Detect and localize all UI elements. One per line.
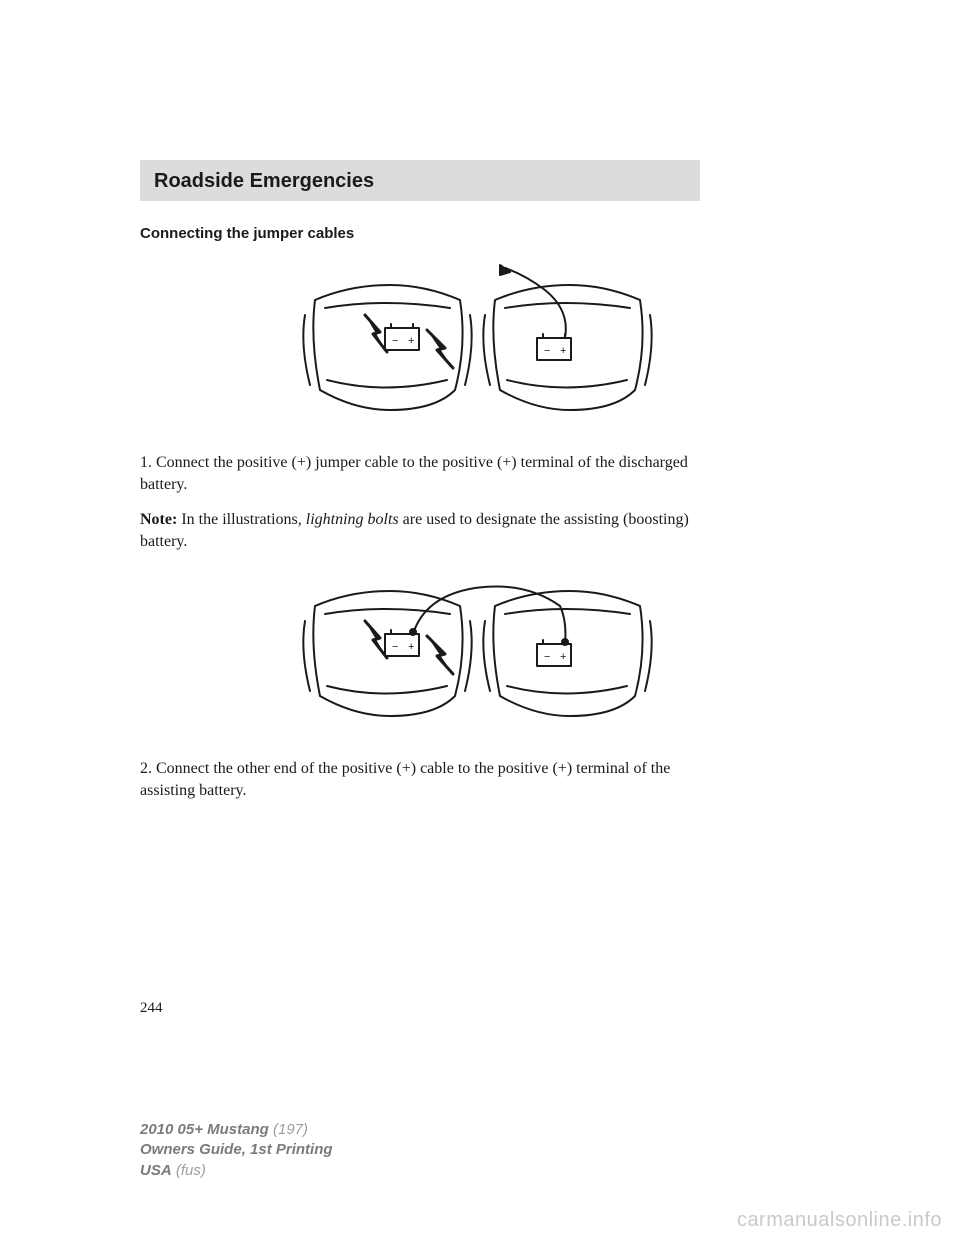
note-label: Note: bbox=[140, 511, 177, 528]
note-before: In the illustrations, bbox=[177, 511, 305, 528]
svg-text:+: + bbox=[560, 651, 566, 663]
note-em: lightning bolts bbox=[306, 511, 399, 528]
step-1-text: 1. Connect the positive (+) jumper cable… bbox=[140, 452, 700, 495]
footer-code: (197) bbox=[269, 1121, 308, 1138]
section-header: Roadside Emergencies bbox=[140, 160, 700, 201]
svg-text:−: − bbox=[544, 651, 550, 663]
svg-text:−: − bbox=[544, 345, 550, 357]
footer-fus: (fus) bbox=[172, 1162, 206, 1179]
footer-model: 2010 05+ Mustang bbox=[140, 1121, 269, 1138]
page-content: Roadside Emergencies Connecting the jump… bbox=[0, 0, 960, 802]
svg-text:−: − bbox=[392, 335, 398, 347]
watermark-text: carmanualsonline.info bbox=[737, 1209, 942, 1232]
svg-text:+: + bbox=[408, 335, 414, 347]
svg-text:+: + bbox=[408, 641, 414, 653]
svg-text:−: − bbox=[392, 641, 398, 653]
jumper-diagram-1: − + − + bbox=[295, 260, 655, 430]
step-2-text: 2. Connect the other end of the positive… bbox=[140, 758, 700, 801]
footer-line-1: 2010 05+ Mustang (197) bbox=[140, 1120, 333, 1140]
footer-region: USA bbox=[140, 1162, 172, 1179]
footer-line-2: Owners Guide, 1st Printing bbox=[140, 1140, 333, 1160]
note-text: Note: In the illustrations, lightning bo… bbox=[140, 509, 700, 552]
page-number: 244 bbox=[140, 1000, 163, 1017]
svg-text:+: + bbox=[560, 345, 566, 357]
subheading: Connecting the jumper cables bbox=[140, 225, 810, 242]
jumper-diagram-2: − + − + bbox=[295, 566, 655, 736]
section-title: Roadside Emergencies bbox=[154, 170, 374, 192]
footer-line-3: USA (fus) bbox=[140, 1161, 333, 1181]
footer-block: 2010 05+ Mustang (197) Owners Guide, 1st… bbox=[140, 1120, 333, 1181]
